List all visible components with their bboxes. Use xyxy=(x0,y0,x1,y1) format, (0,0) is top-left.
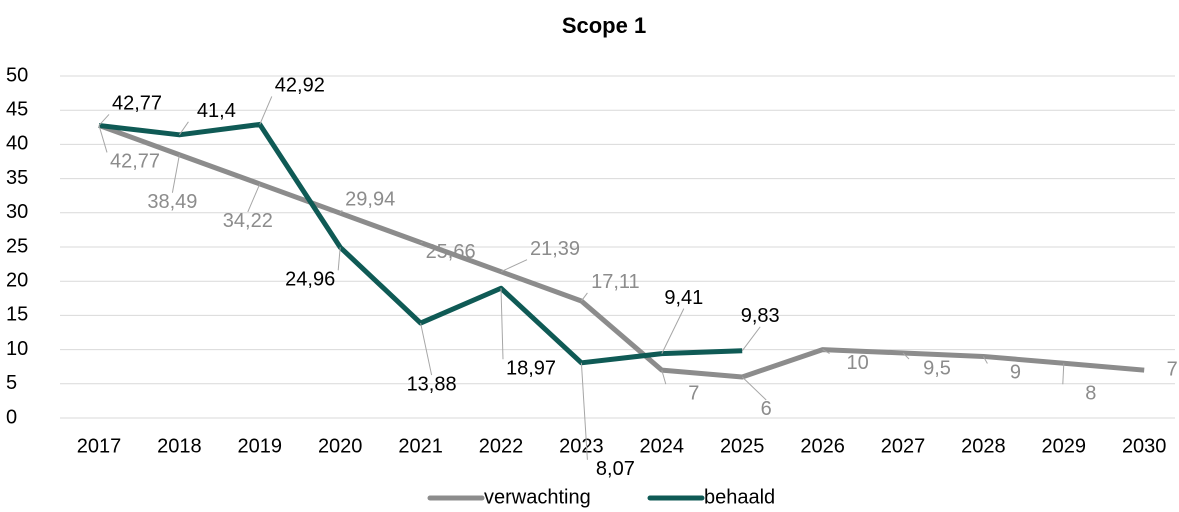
leader-line xyxy=(741,376,767,401)
data-label: 9,41 xyxy=(664,287,703,309)
leader-line xyxy=(98,114,110,126)
leader-line xyxy=(98,125,108,153)
legend-label: behaald xyxy=(704,486,775,508)
data-label: 18,97 xyxy=(506,358,556,380)
data-label: 42,77 xyxy=(112,93,162,115)
data-label: 8,07 xyxy=(596,458,635,480)
x-tick-label: 2018 xyxy=(157,435,202,457)
x-tick-label: 2025 xyxy=(720,435,765,457)
chart-title: Scope 1 xyxy=(562,13,646,38)
legend-label: verwachting xyxy=(484,486,591,508)
data-label: 34,22 xyxy=(223,210,273,232)
leader-line xyxy=(259,96,273,125)
data-label: 9,83 xyxy=(741,305,780,327)
y-tick-label: 35 xyxy=(6,167,28,189)
x-tick-label: 2029 xyxy=(1042,435,1087,457)
data-label: 10 xyxy=(846,352,868,374)
data-label: 29,94 xyxy=(345,188,395,210)
leader-line xyxy=(178,121,189,136)
line-series xyxy=(98,123,1145,380)
data-label: 38,49 xyxy=(147,191,197,213)
leader-line xyxy=(337,247,341,271)
leader-line xyxy=(661,369,667,385)
x-tick-label: 2021 xyxy=(398,435,443,457)
data-label: 7 xyxy=(688,382,699,404)
y-tick-label: 10 xyxy=(6,338,28,360)
data-label: 41,4 xyxy=(197,100,236,122)
y-tick-label: 50 xyxy=(6,64,28,86)
data-label: 13,88 xyxy=(407,373,457,395)
leader-line xyxy=(500,288,504,360)
data-label: 24,96 xyxy=(285,269,335,291)
leader-line xyxy=(982,356,988,364)
leader-line xyxy=(247,183,261,213)
data-label: 25,66 xyxy=(426,241,476,263)
leader-line xyxy=(822,349,830,355)
x-tick-label: 2027 xyxy=(881,435,926,457)
x-tick-label: 2030 xyxy=(1122,435,1167,457)
y-tick-label: 45 xyxy=(6,98,28,120)
y-tick-label: 20 xyxy=(6,269,28,291)
x-tick-label: 2026 xyxy=(800,435,845,457)
data-label: 8 xyxy=(1085,383,1096,405)
leader-line xyxy=(420,322,433,376)
y-tick-label: 15 xyxy=(6,304,28,326)
x-tick-label: 2020 xyxy=(318,435,363,457)
y-tick-label: 25 xyxy=(6,235,28,257)
leader-line xyxy=(171,154,180,193)
leader-line xyxy=(581,292,588,302)
data-label: 9 xyxy=(1010,362,1021,384)
data-label: 21,39 xyxy=(530,238,580,260)
leader-line xyxy=(339,209,343,214)
leader-line xyxy=(500,259,528,273)
leader-line xyxy=(661,308,685,354)
y-tick-label: 30 xyxy=(6,201,28,223)
x-tick-label: 2019 xyxy=(238,435,283,457)
data-label: 7 xyxy=(1167,358,1178,380)
y-tick-label: 40 xyxy=(6,133,28,155)
leader-line xyxy=(902,352,910,360)
leader-line xyxy=(580,362,588,460)
data-label: 17,11 xyxy=(591,271,640,293)
y-tick-label: 5 xyxy=(6,372,17,394)
y-tick-label: 0 xyxy=(6,406,17,428)
leader-line xyxy=(1062,363,1065,385)
data-label: 9,5 xyxy=(923,357,951,379)
x-tick-label: 2024 xyxy=(640,435,685,457)
data-label: 42,77 xyxy=(110,151,160,173)
x-tick-label: 2017 xyxy=(77,435,122,457)
x-tick-label: 2023 xyxy=(559,435,604,457)
leader-line xyxy=(741,326,761,352)
data-label: 42,92 xyxy=(275,75,325,97)
data-label: 6 xyxy=(761,398,772,420)
x-tick-label: 2028 xyxy=(961,435,1006,457)
x-tick-label: 2022 xyxy=(479,435,524,457)
